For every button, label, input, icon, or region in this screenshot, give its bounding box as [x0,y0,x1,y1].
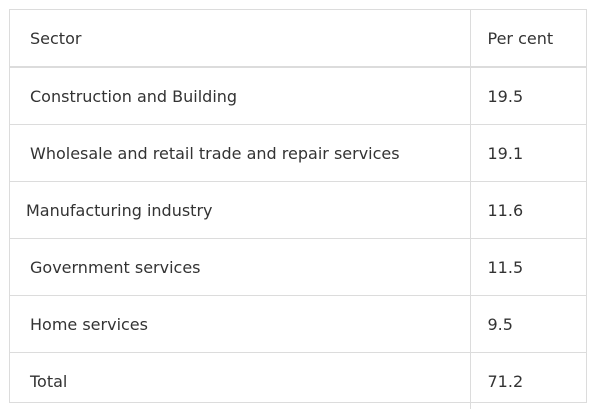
cell-sector: Home services [10,295,470,353]
table-row: Manufacturing industry 11.6 [10,181,586,239]
cell-sector: Construction and Building [10,67,470,125]
table-row: Wholesale and retail trade and repair se… [10,124,586,182]
cell-sector: Wholesale and retail trade and repair se… [10,124,470,182]
cell-percent: 19.1 [469,124,586,182]
table-row: Government services 11.5 [10,238,586,296]
table-row: Home services 9.5 [10,295,586,353]
sector-table-container: Sector Per cent Construction and Buildin… [9,9,587,409]
table-body: Construction and Building 19.5 Wholesale… [10,67,586,409]
header-row: Sector Per cent [10,10,586,68]
cell-sector: Manufacturing industry [10,181,470,239]
table-header: Sector Per cent [10,10,586,68]
total-row: Total 71.2 [10,352,586,409]
header-percent: Per cent [469,10,586,68]
cell-total-percent: 71.2 [469,352,586,409]
table-row: Construction and Building 19.5 [10,67,586,125]
cell-percent: 11.6 [469,181,586,239]
cell-percent: 11.5 [469,238,586,296]
cell-total-label: Total [30,371,68,391]
sector-table: Sector Per cent Construction and Buildin… [10,10,586,409]
header-sector: Sector [10,10,470,68]
cell-percent: 9.5 [469,295,586,353]
cell-percent: 19.5 [469,67,586,125]
cell-sector: Government services [10,238,470,296]
